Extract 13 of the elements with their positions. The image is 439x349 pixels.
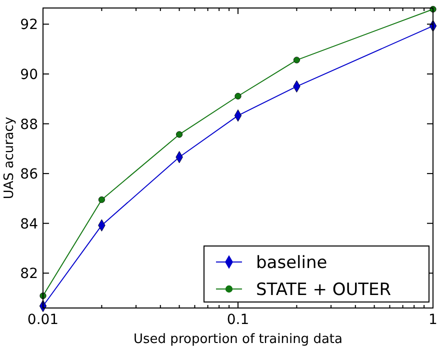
x-tick-label: 0.1 (226, 312, 250, 328)
y-tick-label: 82 (20, 266, 38, 282)
y-tick-label: 88 (20, 116, 38, 133)
x-tick-label: 0.01 (27, 312, 59, 328)
y-axis-title: UAS acuracy (2, 116, 17, 200)
x-axis-title: Used proportion of training data (134, 332, 342, 347)
y-tick-label: 90 (20, 66, 38, 83)
y-tick-label: 86 (20, 166, 38, 183)
y-tick-label: 92 (20, 17, 38, 34)
legend-label: STATE + OUTER (256, 280, 392, 300)
x-tick-label: 1 (428, 312, 438, 328)
legend-label: baseline (256, 253, 328, 273)
y-tick-label: 84 (20, 216, 38, 232)
